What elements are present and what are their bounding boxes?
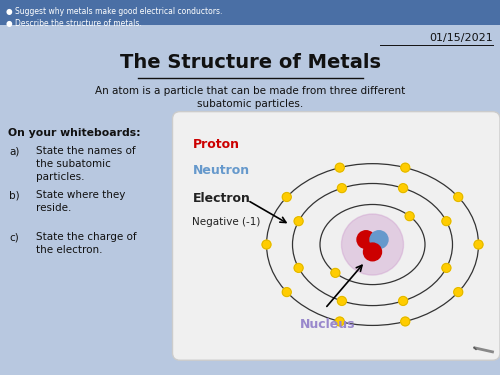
Circle shape — [398, 297, 407, 305]
Circle shape — [442, 264, 451, 272]
Circle shape — [364, 243, 382, 261]
Text: a): a) — [9, 146, 20, 156]
Text: State the charge of
the electron.: State the charge of the electron. — [36, 232, 136, 255]
Text: State the names of
the subatomic
particles.: State the names of the subatomic particl… — [36, 146, 136, 182]
Circle shape — [454, 193, 463, 201]
Circle shape — [474, 240, 483, 249]
Text: Electron: Electron — [192, 192, 250, 205]
Circle shape — [338, 184, 346, 193]
Circle shape — [357, 231, 375, 249]
FancyBboxPatch shape — [0, 0, 500, 26]
Circle shape — [294, 264, 303, 272]
Circle shape — [398, 184, 407, 193]
Text: ● Describe the structure of metals.: ● Describe the structure of metals. — [6, 19, 142, 28]
Circle shape — [294, 217, 303, 226]
Text: The Structure of Metals: The Structure of Metals — [120, 53, 380, 72]
Text: An atom is a particle that can be made from three different
subatomic particles.: An atom is a particle that can be made f… — [95, 86, 405, 109]
Circle shape — [401, 163, 410, 172]
Circle shape — [370, 231, 388, 249]
Circle shape — [335, 163, 344, 172]
Circle shape — [331, 268, 340, 277]
Circle shape — [335, 317, 344, 326]
Circle shape — [338, 297, 346, 305]
Circle shape — [401, 317, 410, 326]
Text: b): b) — [9, 190, 20, 200]
Text: Negative (-1): Negative (-1) — [192, 217, 261, 228]
Text: ● Suggest why metals make good electrical conductors.: ● Suggest why metals make good electrica… — [6, 7, 222, 16]
Circle shape — [342, 214, 404, 275]
Text: Nucleus: Nucleus — [300, 318, 355, 332]
FancyBboxPatch shape — [172, 112, 500, 360]
Text: Neutron: Neutron — [192, 164, 250, 177]
Circle shape — [282, 193, 291, 201]
Circle shape — [262, 240, 271, 249]
Text: On your whiteboards:: On your whiteboards: — [8, 128, 140, 138]
Text: Proton: Proton — [192, 138, 240, 151]
Circle shape — [405, 212, 414, 220]
Circle shape — [442, 217, 451, 226]
Text: State where they
reside.: State where they reside. — [36, 190, 126, 213]
Text: c): c) — [9, 232, 19, 242]
Circle shape — [282, 288, 291, 297]
Text: 01/15/2021: 01/15/2021 — [429, 33, 492, 43]
Circle shape — [454, 288, 463, 297]
